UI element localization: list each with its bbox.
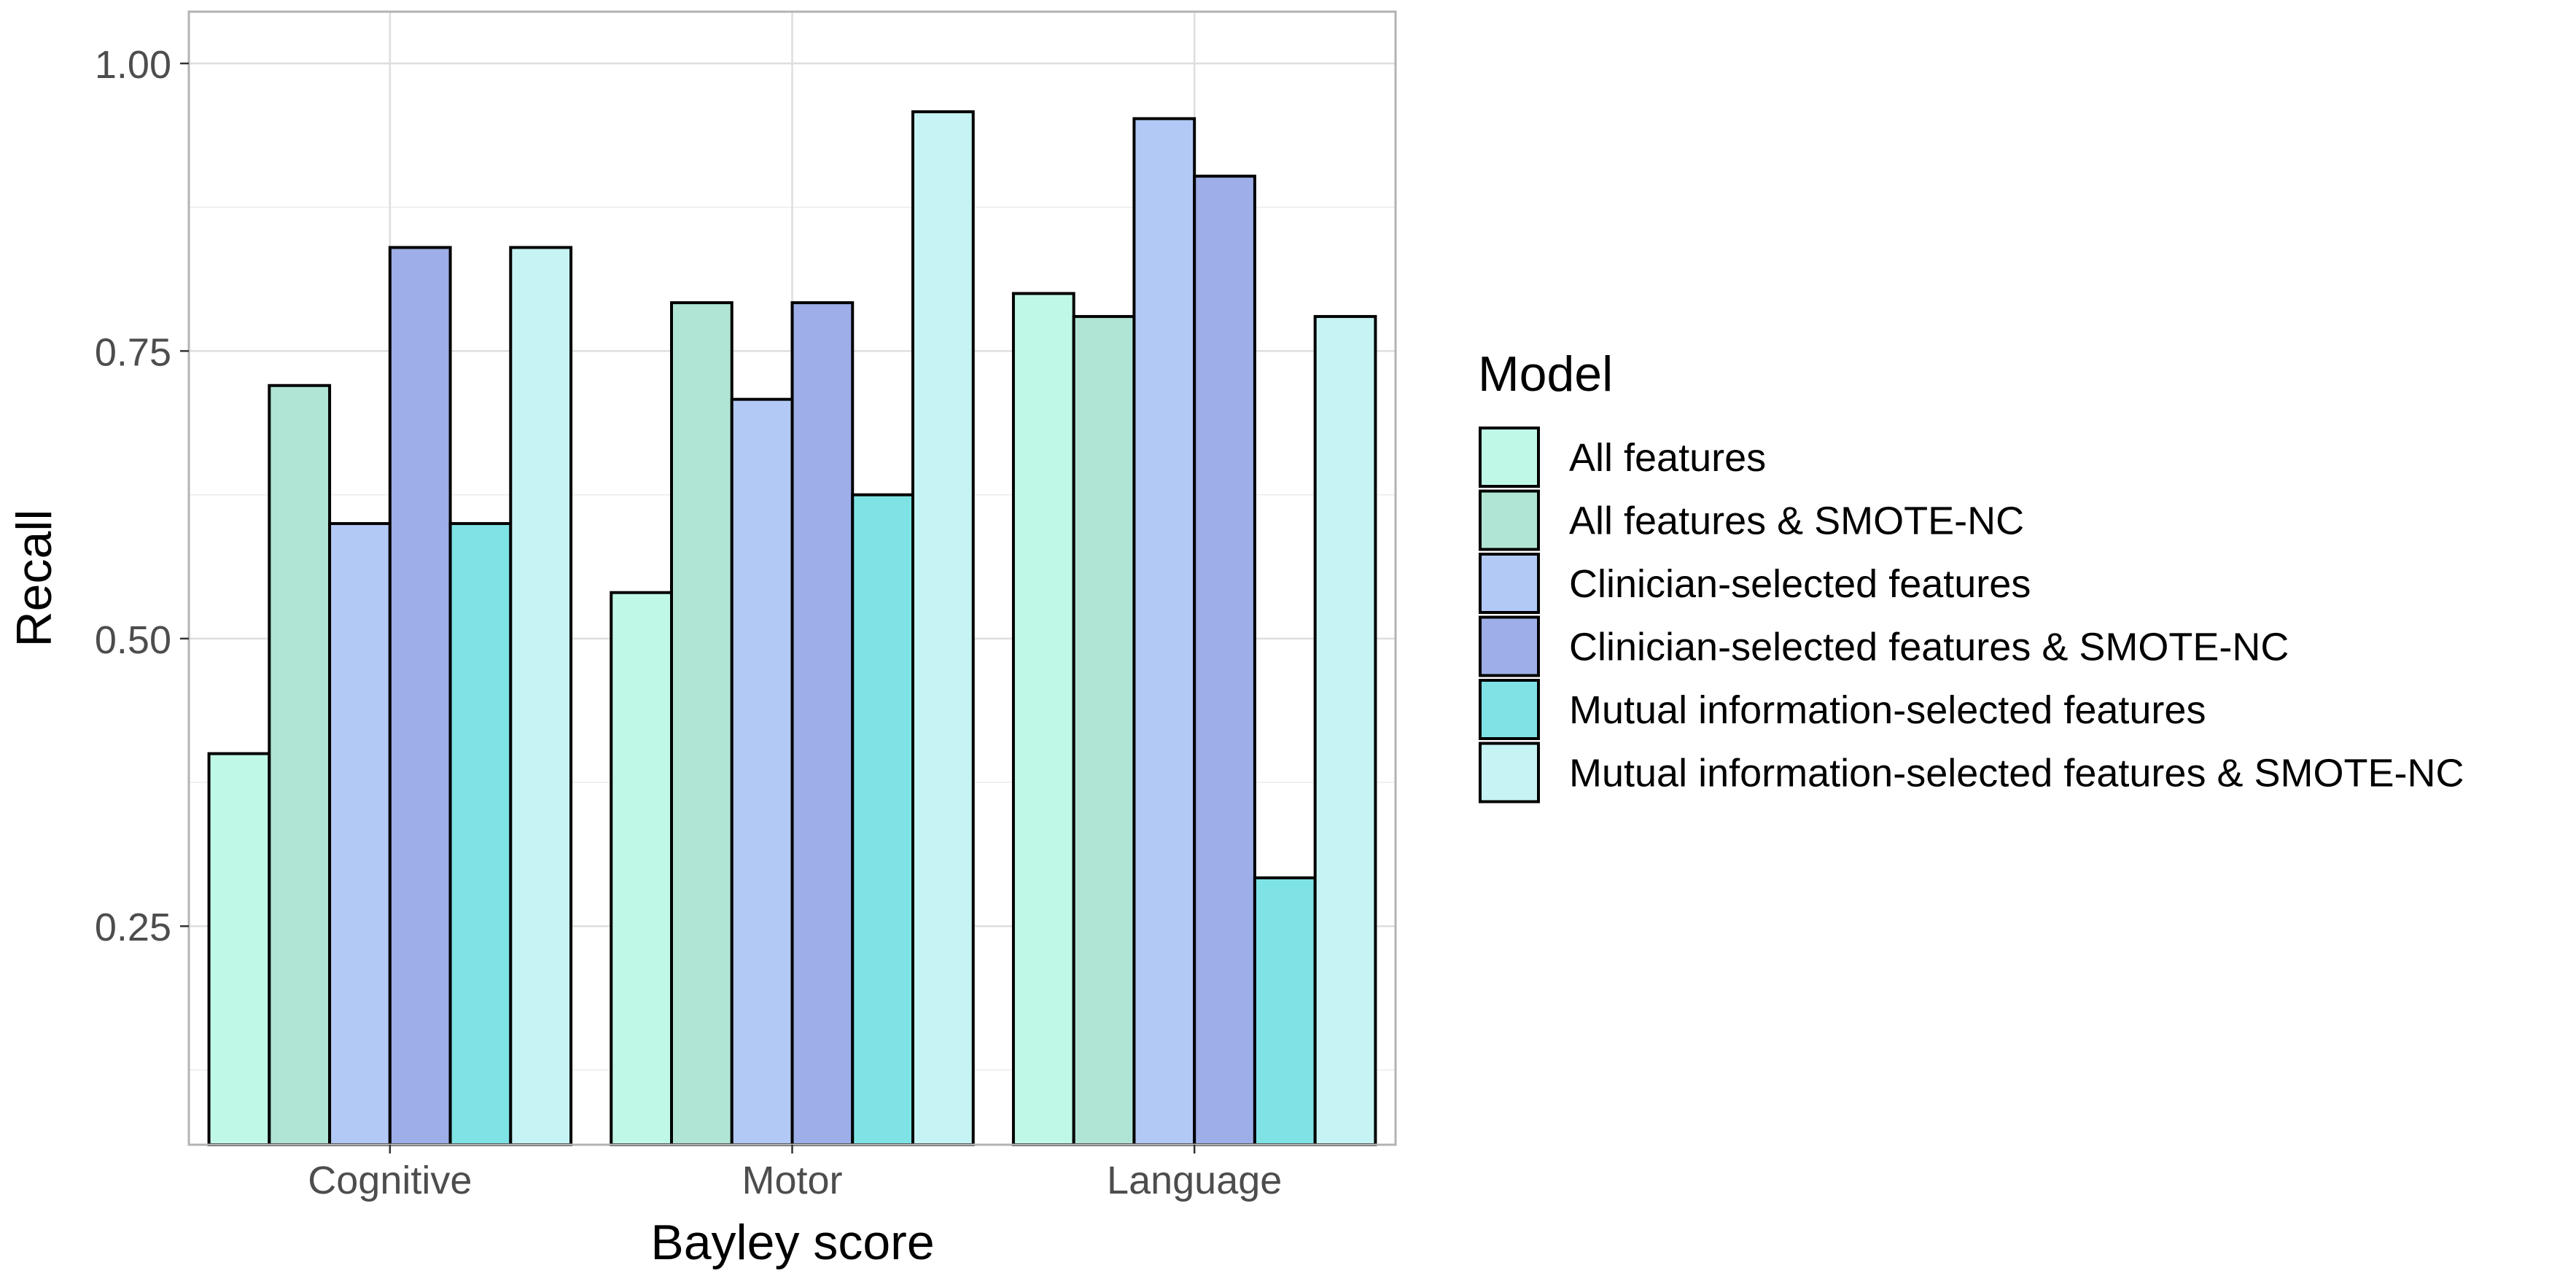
- bar-language-series-1: [1011, 292, 1075, 1146]
- bar-motor-series-2: [670, 301, 734, 1146]
- bar-motor-series-5: [851, 493, 914, 1146]
- legend-label: Clinician-selected features: [1569, 562, 2031, 606]
- legend-item: Clinician-selected features & SMOTE-NC: [1479, 615, 2289, 677]
- legend-key-swatch: [1479, 615, 1540, 677]
- legend-label: All features & SMOTE-NC: [1569, 499, 2024, 543]
- y-tick-label: 0.75: [95, 330, 171, 374]
- legend-label: Mutual information-selected features: [1569, 688, 2206, 732]
- bars-layer: [207, 110, 1377, 1147]
- y-tick-label: 0.25: [95, 906, 171, 949]
- bar-cognitive-series-5: [448, 522, 513, 1146]
- x-tick-label: Language: [1107, 1159, 1282, 1202]
- legend-key-swatch: [1479, 427, 1540, 488]
- y-tick-label: 1.00: [95, 43, 171, 87]
- legend-key-swatch: [1479, 742, 1540, 804]
- bar-language-series-4: [1193, 174, 1256, 1147]
- legend-item: Mutual information-selected features: [1479, 679, 2206, 740]
- legend-item: All features: [1479, 427, 1766, 488]
- bar-cognitive-series-3: [328, 522, 392, 1146]
- legend-item: Clinician-selected features: [1479, 553, 2031, 614]
- bar-motor-series-6: [911, 110, 975, 1147]
- legend-key-swatch: [1479, 553, 1540, 614]
- bar-motor-series-1: [610, 591, 673, 1146]
- legend-key-swatch: [1479, 679, 1540, 740]
- legend-items: All features All features & SMOTE-NC Clini…: [1479, 427, 2464, 804]
- y-axis-title: Recall: [7, 510, 62, 647]
- bar-cognitive-series-2: [268, 384, 332, 1146]
- legend-item: All features & SMOTE-NC: [1479, 489, 2024, 551]
- bar-cognitive-series-4: [388, 246, 452, 1147]
- bar-language-series-6: [1313, 315, 1377, 1147]
- legend-label: Clinician-selected features & SMOTE-NC: [1569, 626, 2289, 669]
- legend-item: Mutual information-selected features & S…: [1479, 742, 2464, 804]
- legend-title: Model: [1478, 346, 1613, 402]
- y-axis: 0.25 0.50 0.75 1.00: [95, 43, 189, 949]
- x-axis: Cognitive Motor Language: [308, 1145, 1282, 1202]
- bar-motor-series-3: [730, 397, 794, 1146]
- bar-cognitive-series-6: [509, 246, 573, 1147]
- x-tick-label: Motor: [742, 1159, 842, 1202]
- legend: Model All features All features & SMOTE-N…: [1478, 346, 2464, 804]
- bar-language-series-5: [1253, 876, 1317, 1146]
- legend-key-swatch: [1479, 489, 1540, 551]
- y-tick-label: 0.50: [95, 618, 171, 662]
- bar-cognitive-series-1: [207, 752, 271, 1146]
- bar-language-series-2: [1072, 315, 1136, 1147]
- bar-language-series-3: [1132, 117, 1196, 1146]
- legend-label: Mutual information-selected features & S…: [1569, 752, 2464, 795]
- legend-label: All features: [1569, 436, 1766, 480]
- x-tick-label: Cognitive: [308, 1159, 472, 1202]
- x-axis-title: Bayley score: [650, 1215, 934, 1270]
- bar-motor-series-4: [790, 301, 855, 1146]
